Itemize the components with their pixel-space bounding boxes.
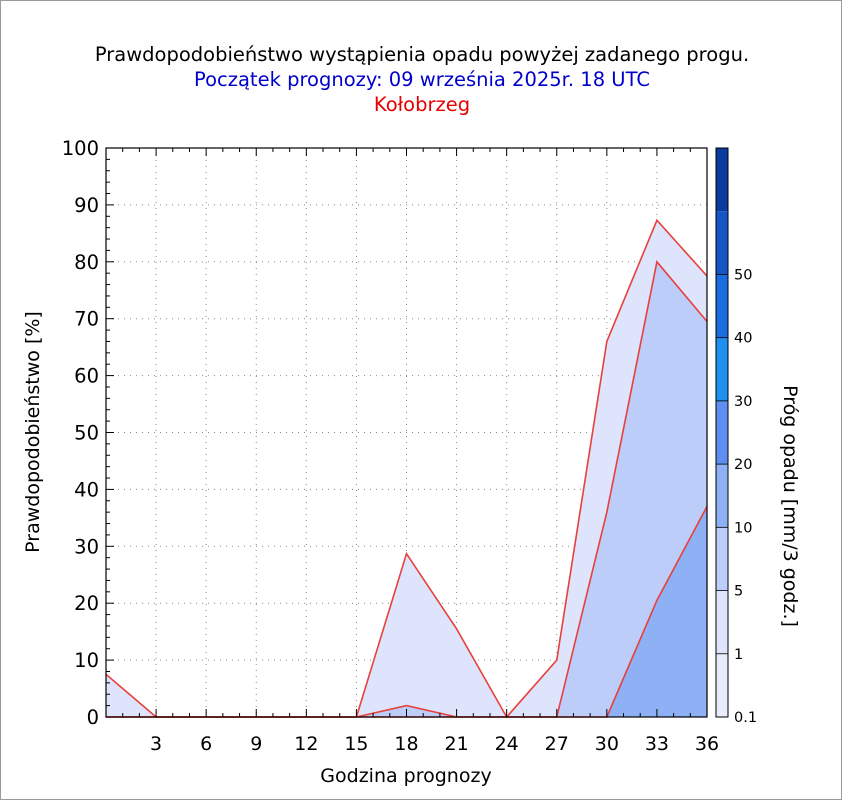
colorbar-border bbox=[715, 147, 729, 718]
chart-title: Prawdopodobieństwo wystąpienia opadu pow… bbox=[94, 43, 750, 66]
x-tick-label: 36 bbox=[695, 733, 719, 755]
y-tick-label: 0 bbox=[87, 706, 99, 729]
colorbar-segment bbox=[716, 527, 728, 591]
colorbar-tick-label: 20 bbox=[734, 457, 752, 473]
x-tick-label: 30 bbox=[595, 733, 619, 755]
x-tick-label: 15 bbox=[344, 733, 368, 755]
y-tick-label: 80 bbox=[74, 251, 99, 274]
x-tick-label: 27 bbox=[545, 733, 569, 755]
colorbar-layer: 0.1 1 5 10 20 30 40 50 bbox=[715, 147, 757, 726]
colorbar-segment bbox=[716, 337, 728, 401]
colorbar-segment bbox=[716, 464, 728, 528]
x-tick-label: 9 bbox=[250, 733, 262, 755]
colorbar-segment bbox=[716, 274, 728, 338]
y-axis-label: Prawdopodobieństwo [%] bbox=[22, 311, 44, 553]
x-tick-label: 3 bbox=[150, 733, 162, 755]
colorbar-tick-label: 10 bbox=[734, 520, 752, 536]
colorbar-segment bbox=[716, 400, 728, 465]
x-tick-label: 24 bbox=[495, 733, 519, 755]
x-axis-label: Godzina prognozy bbox=[320, 765, 491, 787]
x-tick-label: 18 bbox=[394, 733, 418, 755]
colorbar-segment bbox=[716, 211, 728, 275]
colorbar-segment bbox=[716, 590, 728, 654]
x-tick-label: 33 bbox=[645, 733, 669, 755]
colorbar-tick-label: 50 bbox=[734, 267, 752, 283]
station-name: Kołobrzeg bbox=[373, 93, 471, 116]
area-threshold-5 bbox=[106, 506, 707, 717]
y-tick-label: 100 bbox=[62, 137, 99, 160]
chart-subtitle: Początek prognozy: 09 września 2025r. 18… bbox=[194, 68, 650, 91]
colorbar-label: Próg opadu [mm/3 godz.] bbox=[779, 385, 801, 627]
y-tick-label: 10 bbox=[74, 649, 99, 672]
colorbar-tick-label: 5 bbox=[734, 584, 743, 600]
y-tick-label: 70 bbox=[74, 308, 99, 331]
y-tick-label: 40 bbox=[74, 478, 99, 501]
colorbar-tick-label: 1 bbox=[734, 647, 743, 663]
x-tick-label: 21 bbox=[444, 733, 468, 755]
x-tick-label: 6 bbox=[200, 733, 212, 755]
y-tick-label: 60 bbox=[74, 365, 99, 388]
colorbar-segment bbox=[716, 148, 728, 212]
colorbar-segment bbox=[716, 653, 728, 717]
y-tick-label: 30 bbox=[74, 535, 99, 558]
area-layer bbox=[105, 218, 708, 719]
axis-layer: 3 6 9 12 15 18 21 24 27 30 33 360102030405060708090… bbox=[62, 137, 719, 755]
colorbar-tick-label: 30 bbox=[734, 394, 752, 410]
colorbar-tick-label: 0.1 bbox=[734, 710, 757, 726]
x-tick-label: 12 bbox=[294, 733, 318, 755]
y-tick-label: 50 bbox=[74, 422, 99, 445]
y-tick-label: 20 bbox=[74, 592, 99, 615]
colorbar-tick-label: 40 bbox=[734, 331, 752, 347]
y-tick-label: 90 bbox=[74, 194, 99, 217]
